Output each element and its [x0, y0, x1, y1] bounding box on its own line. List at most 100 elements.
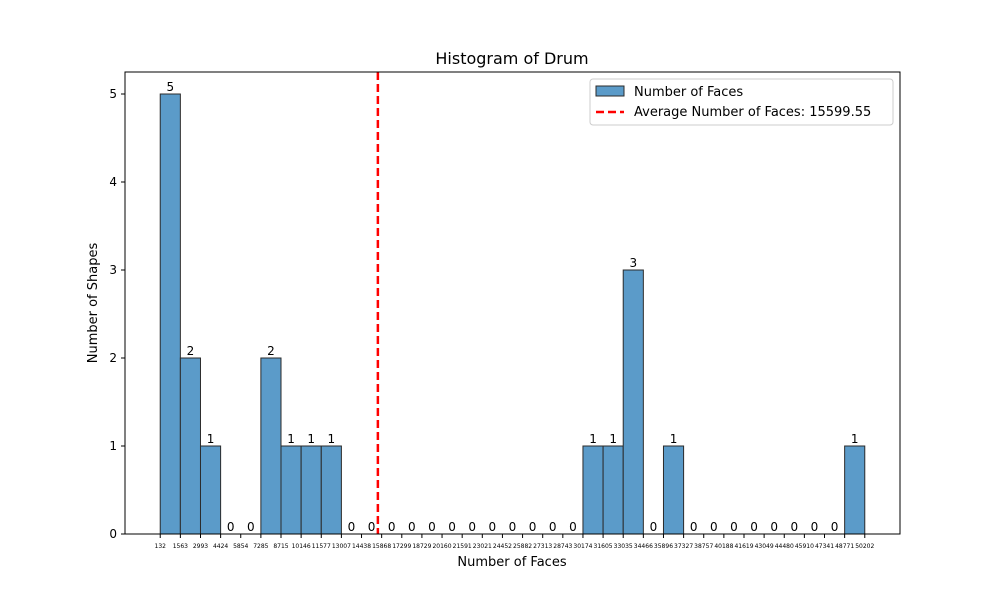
x-tick-label: 30174 [573, 543, 592, 550]
x-tick-label: 1563 [173, 543, 188, 550]
x-tick-label: 132 [155, 543, 167, 550]
bar-value-label: 0 [368, 520, 376, 534]
bar-value-label: 0 [509, 520, 517, 534]
x-tick-label: 28743 [553, 543, 572, 550]
bar-value-label: 0 [549, 520, 557, 534]
x-axis-label: Number of Faces [457, 555, 566, 570]
y-tick-label: 4 [109, 175, 117, 189]
bar-value-label: 1 [851, 432, 859, 446]
y-tick-label: 3 [109, 263, 117, 277]
x-tick-label: 44480 [775, 543, 794, 550]
x-tick-label: 45910 [795, 543, 814, 550]
x-tick-label: 27313 [533, 543, 552, 550]
bar-value-label: 0 [408, 520, 416, 534]
bar-value-label: 1 [670, 432, 678, 446]
chart-title: Histogram of Drum [435, 49, 588, 68]
histogram-bar [199, 445, 222, 535]
histogram-bar [662, 445, 685, 535]
x-tick-label: 18729 [412, 543, 431, 550]
histogram-bar [300, 445, 322, 535]
legend-label-bars: Number of Faces [634, 85, 743, 100]
x-tick-label: 48771 [835, 543, 854, 550]
bar-value-label: 0 [428, 520, 436, 534]
x-tick-label: 8715 [273, 543, 288, 550]
bar-value-label: 1 [589, 432, 597, 446]
y-axis-label: Number of Shapes [86, 243, 101, 364]
x-tick-label: 15868 [372, 543, 391, 550]
bar-value-label: 1 [328, 432, 336, 446]
bar-value-label: 0 [529, 520, 537, 534]
x-tick-label: 40188 [714, 543, 733, 550]
x-tick-label: 2993 [193, 543, 208, 550]
x-tick-label: 37327 [674, 543, 693, 550]
x-tick-label: 11577 [312, 543, 331, 550]
legend-bar-swatch [595, 85, 625, 97]
bar-value-label: 1 [287, 432, 295, 446]
bar-value-label: 2 [267, 344, 275, 358]
bar-value-label: 0 [468, 520, 476, 534]
x-tick-label: 21591 [453, 543, 472, 550]
histogram-bar [602, 445, 624, 535]
x-tick-label: 10146 [292, 543, 311, 550]
bar-value-label: 0 [750, 520, 758, 534]
bar-value-label: 3 [629, 256, 637, 270]
x-tick-label: 7285 [253, 543, 268, 550]
histogram-bar [582, 445, 604, 535]
x-tick-label: 34466 [634, 543, 653, 550]
x-tick-label: 41619 [734, 543, 753, 550]
bars-group [159, 93, 866, 535]
histogram-bar [260, 357, 282, 535]
x-tick-label: 31605 [594, 543, 613, 550]
x-tick-label: 23021 [473, 543, 492, 550]
y-tick-label: 5 [109, 87, 117, 101]
plot-frame [124, 71, 901, 535]
x-tick-label: 14438 [352, 543, 371, 550]
bar-value-label: 1 [207, 432, 215, 446]
x-tick-label: 43049 [755, 543, 774, 550]
bar-value-label: 0 [247, 520, 255, 534]
bar-value-label: 0 [650, 520, 658, 534]
histogram-bar [622, 269, 644, 535]
legend-label-average: Average Number of Faces: 15599.55 [634, 105, 871, 120]
x-tick-label: 24452 [493, 543, 512, 550]
x-tick-label: 25882 [513, 543, 532, 550]
x-tick-label: 38757 [694, 543, 713, 550]
bar-value-label: 0 [730, 520, 738, 534]
bar-value-label: 0 [831, 520, 839, 534]
histogram-bar [179, 357, 201, 535]
bar-value-label: 0 [690, 520, 698, 534]
legend: Number of Faces Average Number of Faces: … [589, 78, 894, 126]
bar-value-label: 1 [609, 432, 617, 446]
x-tick-label: 50202 [855, 543, 874, 550]
bar-value-label: 0 [388, 520, 396, 534]
bar-value-label: 0 [569, 520, 577, 534]
histogram-bar [159, 93, 181, 535]
x-tick-label: 35896 [654, 543, 673, 550]
histogram-bar [320, 445, 342, 535]
x-tick-label: 5854 [233, 543, 248, 550]
bar-value-label: 2 [187, 344, 195, 358]
bar-value-label: 0 [710, 520, 718, 534]
y-tick-label: 0 [109, 527, 117, 541]
bar-value-label: 5 [166, 80, 174, 94]
bar-value-label: 0 [227, 520, 235, 534]
bar-value-label: 0 [489, 520, 497, 534]
bar-value-label: 1 [307, 432, 315, 446]
x-tick-label: 20160 [432, 543, 451, 550]
y-tick-label: 1 [109, 439, 117, 453]
bar-value-label: 0 [448, 520, 456, 534]
y-tick-label: 2 [109, 351, 117, 365]
x-tick-label: 47341 [815, 543, 834, 550]
histogram-bar [280, 445, 302, 535]
histogram-bar [844, 445, 866, 535]
bar-value-label: 0 [811, 520, 819, 534]
x-tick-label: 33035 [614, 543, 633, 550]
bar-value-label: 0 [348, 520, 356, 534]
x-tick-label: 13007 [332, 543, 351, 550]
x-tick-label: 4424 [213, 543, 228, 550]
bar-value-label: 0 [790, 520, 798, 534]
